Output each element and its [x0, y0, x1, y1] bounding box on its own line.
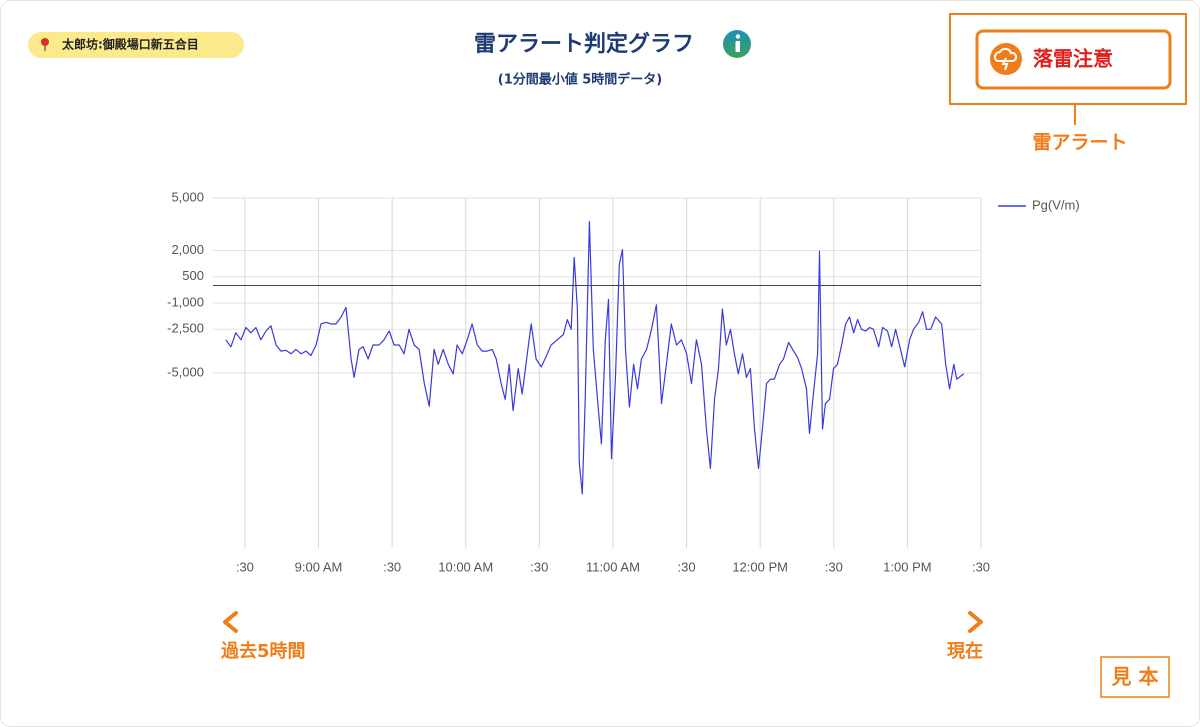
timeline-start: 過去5時間 [221, 640, 306, 662]
y-tick-label: 5,000 [171, 189, 204, 204]
chart-title: 雷アラート判定グラフ [474, 31, 694, 57]
info-dot[interactable] [735, 34, 741, 39]
y-tick-label: -5,000 [167, 364, 204, 379]
stamp-box [1100, 656, 1170, 698]
data-line [225, 221, 965, 495]
alert-label: 雷アラート [1032, 132, 1127, 154]
x-tick-label: 12:00 PM [732, 559, 788, 574]
x-tick-label: :30 [383, 559, 401, 574]
x-tick-label: :30 [972, 559, 990, 574]
x-tick-label: :30 [678, 559, 696, 574]
y-tick-label: 500 [182, 268, 204, 283]
chart-subtitle: (1分間最小値 5時間データ) [498, 72, 663, 88]
x-tick-label: 10:00 AM [438, 559, 493, 574]
x-tick-label: :30 [825, 559, 843, 574]
alert-box [975, 29, 1172, 90]
x-tick-label: 1:00 PM [883, 559, 931, 574]
legend-label: Pg(V/m) [1032, 197, 1080, 212]
stamp: 見 本 [1112, 665, 1159, 689]
x-tick-label: :30 [236, 559, 254, 574]
alert-frame [949, 13, 1187, 105]
alert-status: 落雷注意 [1033, 47, 1113, 71]
bolt [1001, 57, 1009, 71]
pin-icon [41, 38, 49, 46]
info-icon[interactable] [723, 30, 751, 58]
info-bar[interactable] [735, 41, 741, 52]
y-tick-label: -2,500 [167, 321, 204, 336]
plot: 5,000 2,000 500 -1,000 -2,500 -5,000 :30 9:00 A… [167, 189, 1080, 574]
location: 太郎坊:御殿場口新五合目 [62, 37, 199, 52]
timeline-end: 現在 [947, 640, 983, 662]
y-tick-label: 2,000 [171, 242, 204, 257]
cloud [994, 47, 1018, 62]
location-badge [28, 32, 244, 58]
y-tick-label: -1,000 [167, 294, 204, 309]
x-tick-label: :30 [530, 559, 548, 574]
x-tick-label: 9:00 AM [295, 559, 343, 574]
x-tick-label: 11:00 AM [586, 559, 640, 574]
timeline-arrows [223, 611, 983, 633]
